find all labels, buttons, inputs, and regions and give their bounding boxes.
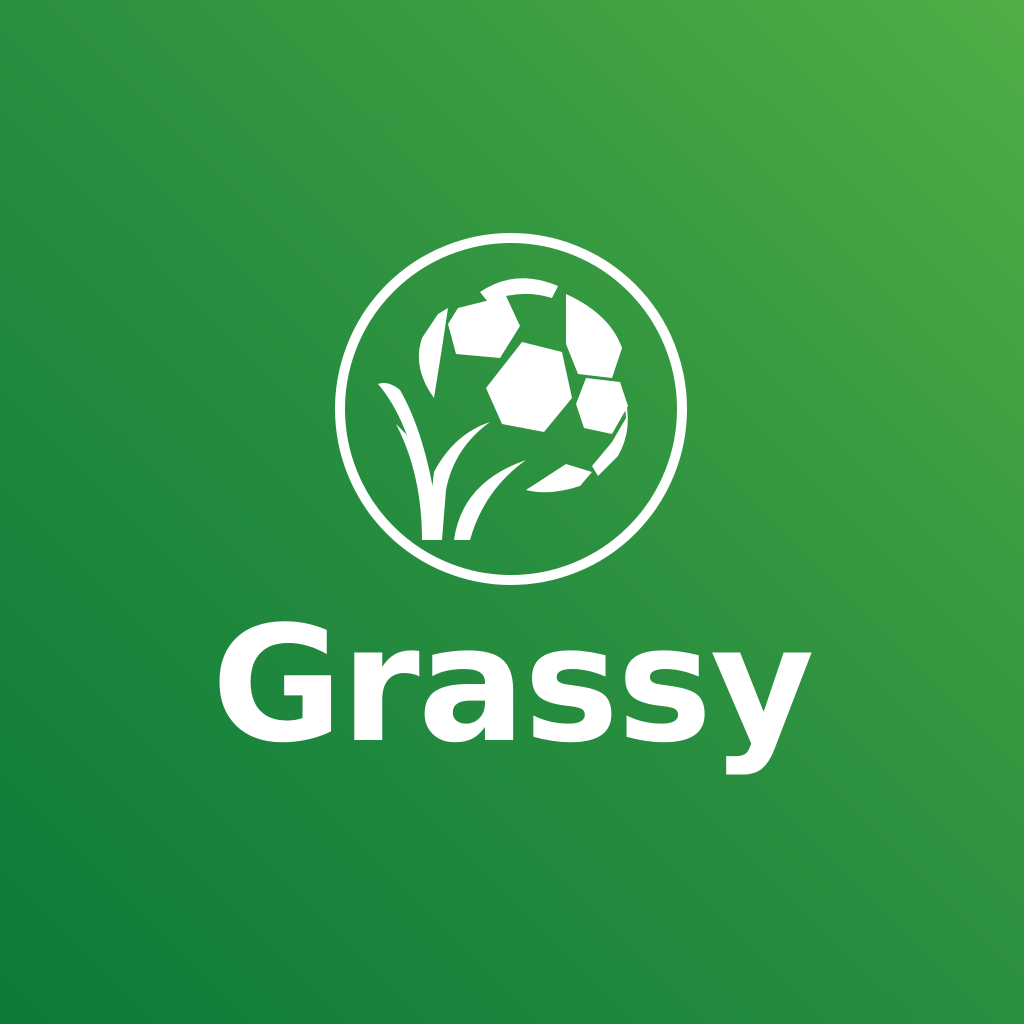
grass-blades <box>378 382 526 540</box>
brand-wordmark: Grassy <box>211 591 815 778</box>
soccer-ball <box>418 278 628 493</box>
emblem-ring <box>335 233 687 585</box>
soccer-ball-with-grass-icon <box>335 233 687 585</box>
